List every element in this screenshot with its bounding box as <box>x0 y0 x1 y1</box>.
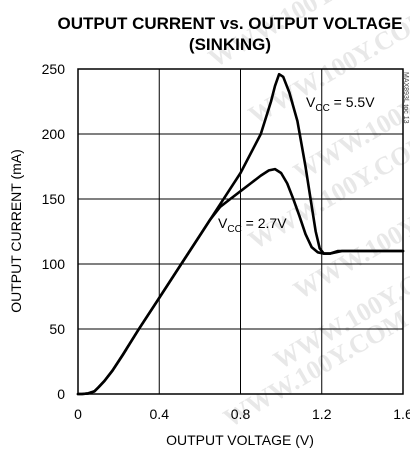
y-tick-label: 150 <box>42 191 66 207</box>
x-tick-label: 0.4 <box>150 406 170 422</box>
y-tick-label: 50 <box>49 321 65 337</box>
x-tick-label: 0.8 <box>231 406 251 422</box>
watermark-layer: WWW.100Y.COMWWW.100Y.COMWWW.100Y.COMWWW.… <box>204 0 410 433</box>
plot-frame <box>77 68 404 395</box>
x-axis-label: OUTPUT VOLTAGE (V) <box>166 432 314 448</box>
chart-title-line2: (SINKING) <box>189 35 271 54</box>
y-tick-label: 0 <box>57 386 65 402</box>
y-tick-label: 200 <box>42 126 66 142</box>
series-label-vcc-2-7: VCC = 2.7V <box>218 215 287 235</box>
x-tick-labels: 0 0.4 0.8 1.2 1.6 <box>74 406 410 422</box>
y-tick-label: 100 <box>42 256 66 272</box>
figure-code: MAX893L toc 13 <box>402 72 409 124</box>
x-tick-label: 0 <box>74 406 82 422</box>
series-line-1 <box>76 167 405 396</box>
series-layer <box>76 72 405 396</box>
y-tick-label: 250 <box>42 61 66 77</box>
y-axis-label: OUTPUT CURRENT (mA) <box>8 149 24 313</box>
x-tick-label: 1.6 <box>393 406 410 422</box>
series-label-vcc-5-5: VCC = 5.5V <box>306 94 375 114</box>
chart-title-line1: OUTPUT CURRENT vs. OUTPUT VOLTAGE <box>57 14 402 33</box>
x-tick-label: 1.2 <box>312 406 332 422</box>
y-tick-labels: 0 50 100 150 200 250 <box>42 61 66 402</box>
grid <box>78 69 403 394</box>
